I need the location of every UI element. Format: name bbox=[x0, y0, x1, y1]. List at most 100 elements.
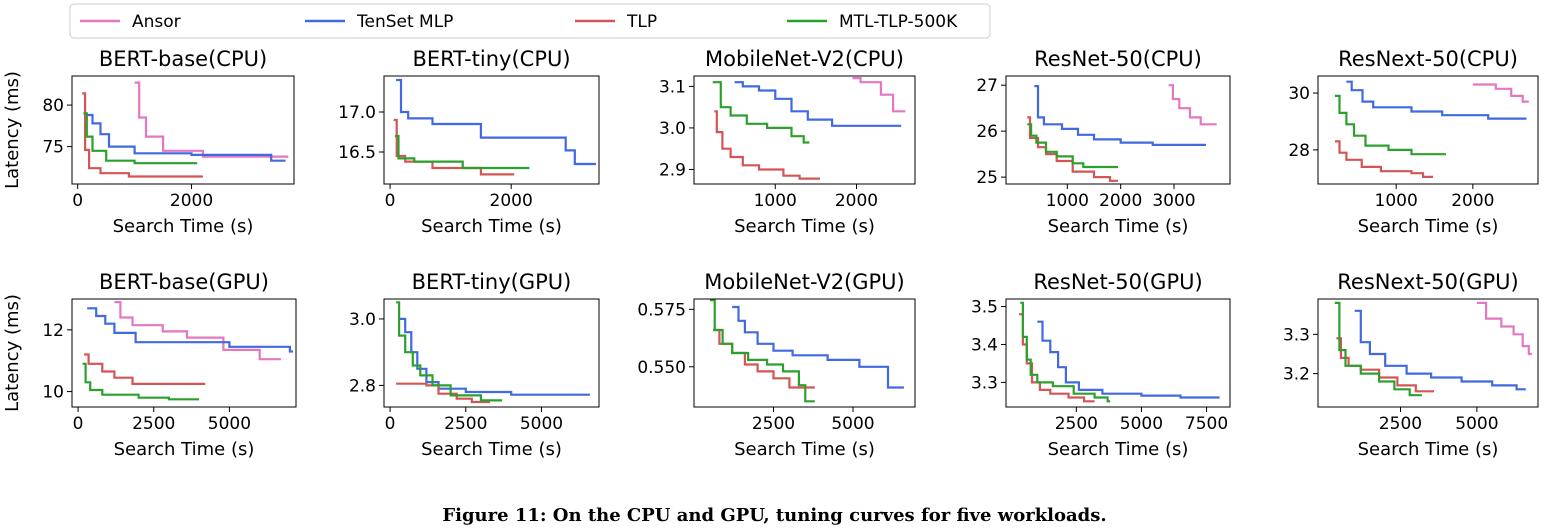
legend-frame bbox=[69, 3, 991, 39]
x-axis-label: Search Time (s) bbox=[1358, 216, 1499, 237]
x-tick-label: 0 bbox=[73, 414, 84, 434]
x-tick-label: 2500 bbox=[1379, 414, 1422, 434]
x-axis-label: Search Time (s) bbox=[734, 439, 875, 460]
x-tick-label: 2000 bbox=[170, 191, 213, 211]
series-line-mtl-tlp-500k bbox=[83, 112, 198, 165]
y-tick-label: 3.3 bbox=[971, 373, 998, 393]
series-group bbox=[393, 78, 596, 176]
subplot-grid: BERT-base(CPU) 0 2000 75 80 Search Time (s) La… bbox=[2, 47, 1539, 460]
figure-caption: Figure 11: On the CPU and GPU, tuning cu… bbox=[442, 505, 1107, 526]
subplot-resnext-50-cpu: ResNext-50(CPU) 1000 2000 28 30 Search Time (… bbox=[1288, 47, 1539, 237]
y-tick-label: 75 bbox=[42, 138, 64, 158]
series-line-tlp bbox=[714, 110, 820, 180]
x-tick-label: 5000 bbox=[831, 414, 874, 434]
y-tick-label: 0.550 bbox=[637, 358, 686, 378]
series-line-tenset-mlp bbox=[734, 81, 902, 127]
axes-frame bbox=[693, 298, 916, 408]
y-tick-label: 27 bbox=[976, 76, 998, 96]
y-tick-label: 10 bbox=[42, 383, 64, 403]
series-line-tlp bbox=[396, 382, 490, 404]
x-tick-label: 1000 bbox=[754, 191, 797, 211]
legend-label-mtl-tlp-500k: MTL-TLP-500K bbox=[839, 12, 958, 32]
series-line-tenset-mlp bbox=[732, 305, 904, 389]
legend-label-tenset-mlp: TenSet MLP bbox=[356, 12, 453, 32]
series-line-tlp bbox=[1334, 140, 1433, 178]
x-axis-label: Search Time (s) bbox=[113, 216, 254, 237]
subplot-title: BERT-base(CPU) bbox=[99, 47, 267, 71]
y-tick-label: 25 bbox=[976, 168, 998, 188]
legend: Ansor TenSet MLP TLP MTL-TLP-500K bbox=[69, 3, 991, 39]
y-tick-label: 0.575 bbox=[637, 300, 686, 320]
series-line-ansor bbox=[114, 301, 281, 361]
subplot-resnext-50-gpu: ResNext-50(GPU) 2500 5000 3.2 3.3 Search Time… bbox=[1283, 270, 1539, 460]
series-line-tenset-mlp bbox=[1354, 309, 1526, 391]
series-group bbox=[82, 301, 293, 401]
axes-frame bbox=[1005, 75, 1231, 185]
x-tick-label: 5000 bbox=[208, 414, 251, 434]
subplot-title: ResNext-50(GPU) bbox=[1337, 270, 1518, 294]
series-group bbox=[396, 301, 590, 404]
x-axis-label: Search Time (s) bbox=[114, 439, 255, 460]
series-line-ansor bbox=[134, 81, 289, 158]
subplot-title: BERT-tiny(GPU) bbox=[412, 270, 572, 294]
series-line-mtl-tlp-500k bbox=[396, 301, 503, 402]
axes-frame bbox=[1005, 298, 1231, 408]
series-line-tenset-mlp bbox=[1346, 80, 1527, 120]
x-tick-label: 0 bbox=[385, 414, 396, 434]
subplot-bert-tiny-gpu: BERT-tiny(GPU) 0 2500 5000 2.8 3.0 Search Time… bbox=[349, 270, 600, 460]
subplot-title: BERT-base(GPU) bbox=[99, 270, 269, 294]
axes-frame bbox=[383, 298, 600, 408]
series-line-tenset-mlp bbox=[399, 317, 590, 396]
x-tick-label: 5000 bbox=[1120, 414, 1163, 434]
x-axis-label: Search Time (s) bbox=[421, 439, 562, 460]
series-line-tlp bbox=[1336, 337, 1435, 393]
x-tick-label: 2500 bbox=[752, 414, 795, 434]
axes-frame bbox=[1317, 298, 1539, 408]
series-line-mtl-tlp-500k bbox=[1334, 301, 1422, 397]
axes-frame bbox=[71, 75, 295, 185]
axes-frame bbox=[71, 298, 297, 408]
figure-canvas: Ansor TenSet MLP TLP MTL-TLP-500K BERT-b… bbox=[2, 3, 1539, 460]
y-tick-label: 3.5 bbox=[971, 298, 998, 318]
x-tick-label: 5000 bbox=[1455, 414, 1498, 434]
series-line-ansor bbox=[1476, 301, 1532, 356]
subplot-bert-base-gpu: BERT-base(GPU) 0 2500 5000 10 12 Search Time (… bbox=[2, 270, 297, 460]
subplot-title: ResNext-50(CPU) bbox=[1338, 47, 1518, 71]
subplot-mobilenet-v2-gpu: MobileNet-V2(GPU) 2500 5000 0.550 0.575 Searc… bbox=[637, 270, 916, 460]
x-tick-label: 2000 bbox=[835, 191, 878, 211]
x-tick-label: 2000 bbox=[1451, 191, 1494, 211]
subplot-bert-tiny-cpu: BERT-tiny(CPU) 0 2000 16.5 17.0 Search Time (… bbox=[338, 47, 600, 237]
axes-frame bbox=[383, 75, 600, 185]
x-tick-label: 2000 bbox=[1099, 191, 1142, 211]
axes-frame bbox=[1317, 75, 1539, 185]
series-line-tenset-mlp bbox=[87, 307, 293, 353]
series-line-tenset-mlp bbox=[86, 113, 286, 162]
series-line-tenset-mlp bbox=[1037, 320, 1220, 399]
y-tick-label: 26 bbox=[976, 122, 998, 142]
x-tick-label: 0 bbox=[72, 191, 83, 211]
x-axis-label: Search Time (s) bbox=[734, 216, 875, 237]
x-tick-label: 2500 bbox=[132, 414, 175, 434]
series-line-mtl-tlp-500k bbox=[712, 81, 810, 144]
y-tick-label: 3.4 bbox=[971, 335, 998, 355]
series-group bbox=[709, 299, 904, 403]
subplot-resnet-50-cpu: ResNet-50(CPU) 1000 2000 3000 25 26 27 Search T… bbox=[976, 47, 1231, 237]
y-tick-label: 3.2 bbox=[1283, 365, 1310, 385]
series-line-ansor bbox=[852, 76, 906, 113]
x-axis-label: Search Time (s) bbox=[1048, 439, 1189, 460]
series-line-ansor bbox=[1168, 84, 1217, 126]
y-tick-label: 28 bbox=[1288, 141, 1310, 161]
subplot-mobilenet-v2-cpu: MobileNet-V2(CPU) 1000 2000 2.9 3.0 3.1 Search… bbox=[659, 47, 916, 237]
y-tick-label: 2.8 bbox=[349, 376, 376, 396]
subplot-title: ResNet-50(GPU) bbox=[1033, 270, 1202, 294]
series-line-mtl-tlp-500k bbox=[82, 362, 200, 401]
x-tick-label: 5000 bbox=[520, 414, 563, 434]
x-tick-label: 7500 bbox=[1185, 414, 1228, 434]
subplot-resnet-50-gpu: ResNet-50(GPU) 2500 5000 7500 3.3 3.4 3.5 Searc… bbox=[971, 270, 1231, 460]
series-line-tenset-mlp bbox=[1034, 84, 1206, 146]
x-tick-label: 1000 bbox=[1375, 191, 1418, 211]
x-tick-label: 0 bbox=[385, 191, 396, 211]
y-tick-label: 30 bbox=[1288, 84, 1310, 104]
y-tick-label: 3.0 bbox=[349, 310, 376, 330]
subplot-title: BERT-tiny(CPU) bbox=[412, 47, 570, 71]
